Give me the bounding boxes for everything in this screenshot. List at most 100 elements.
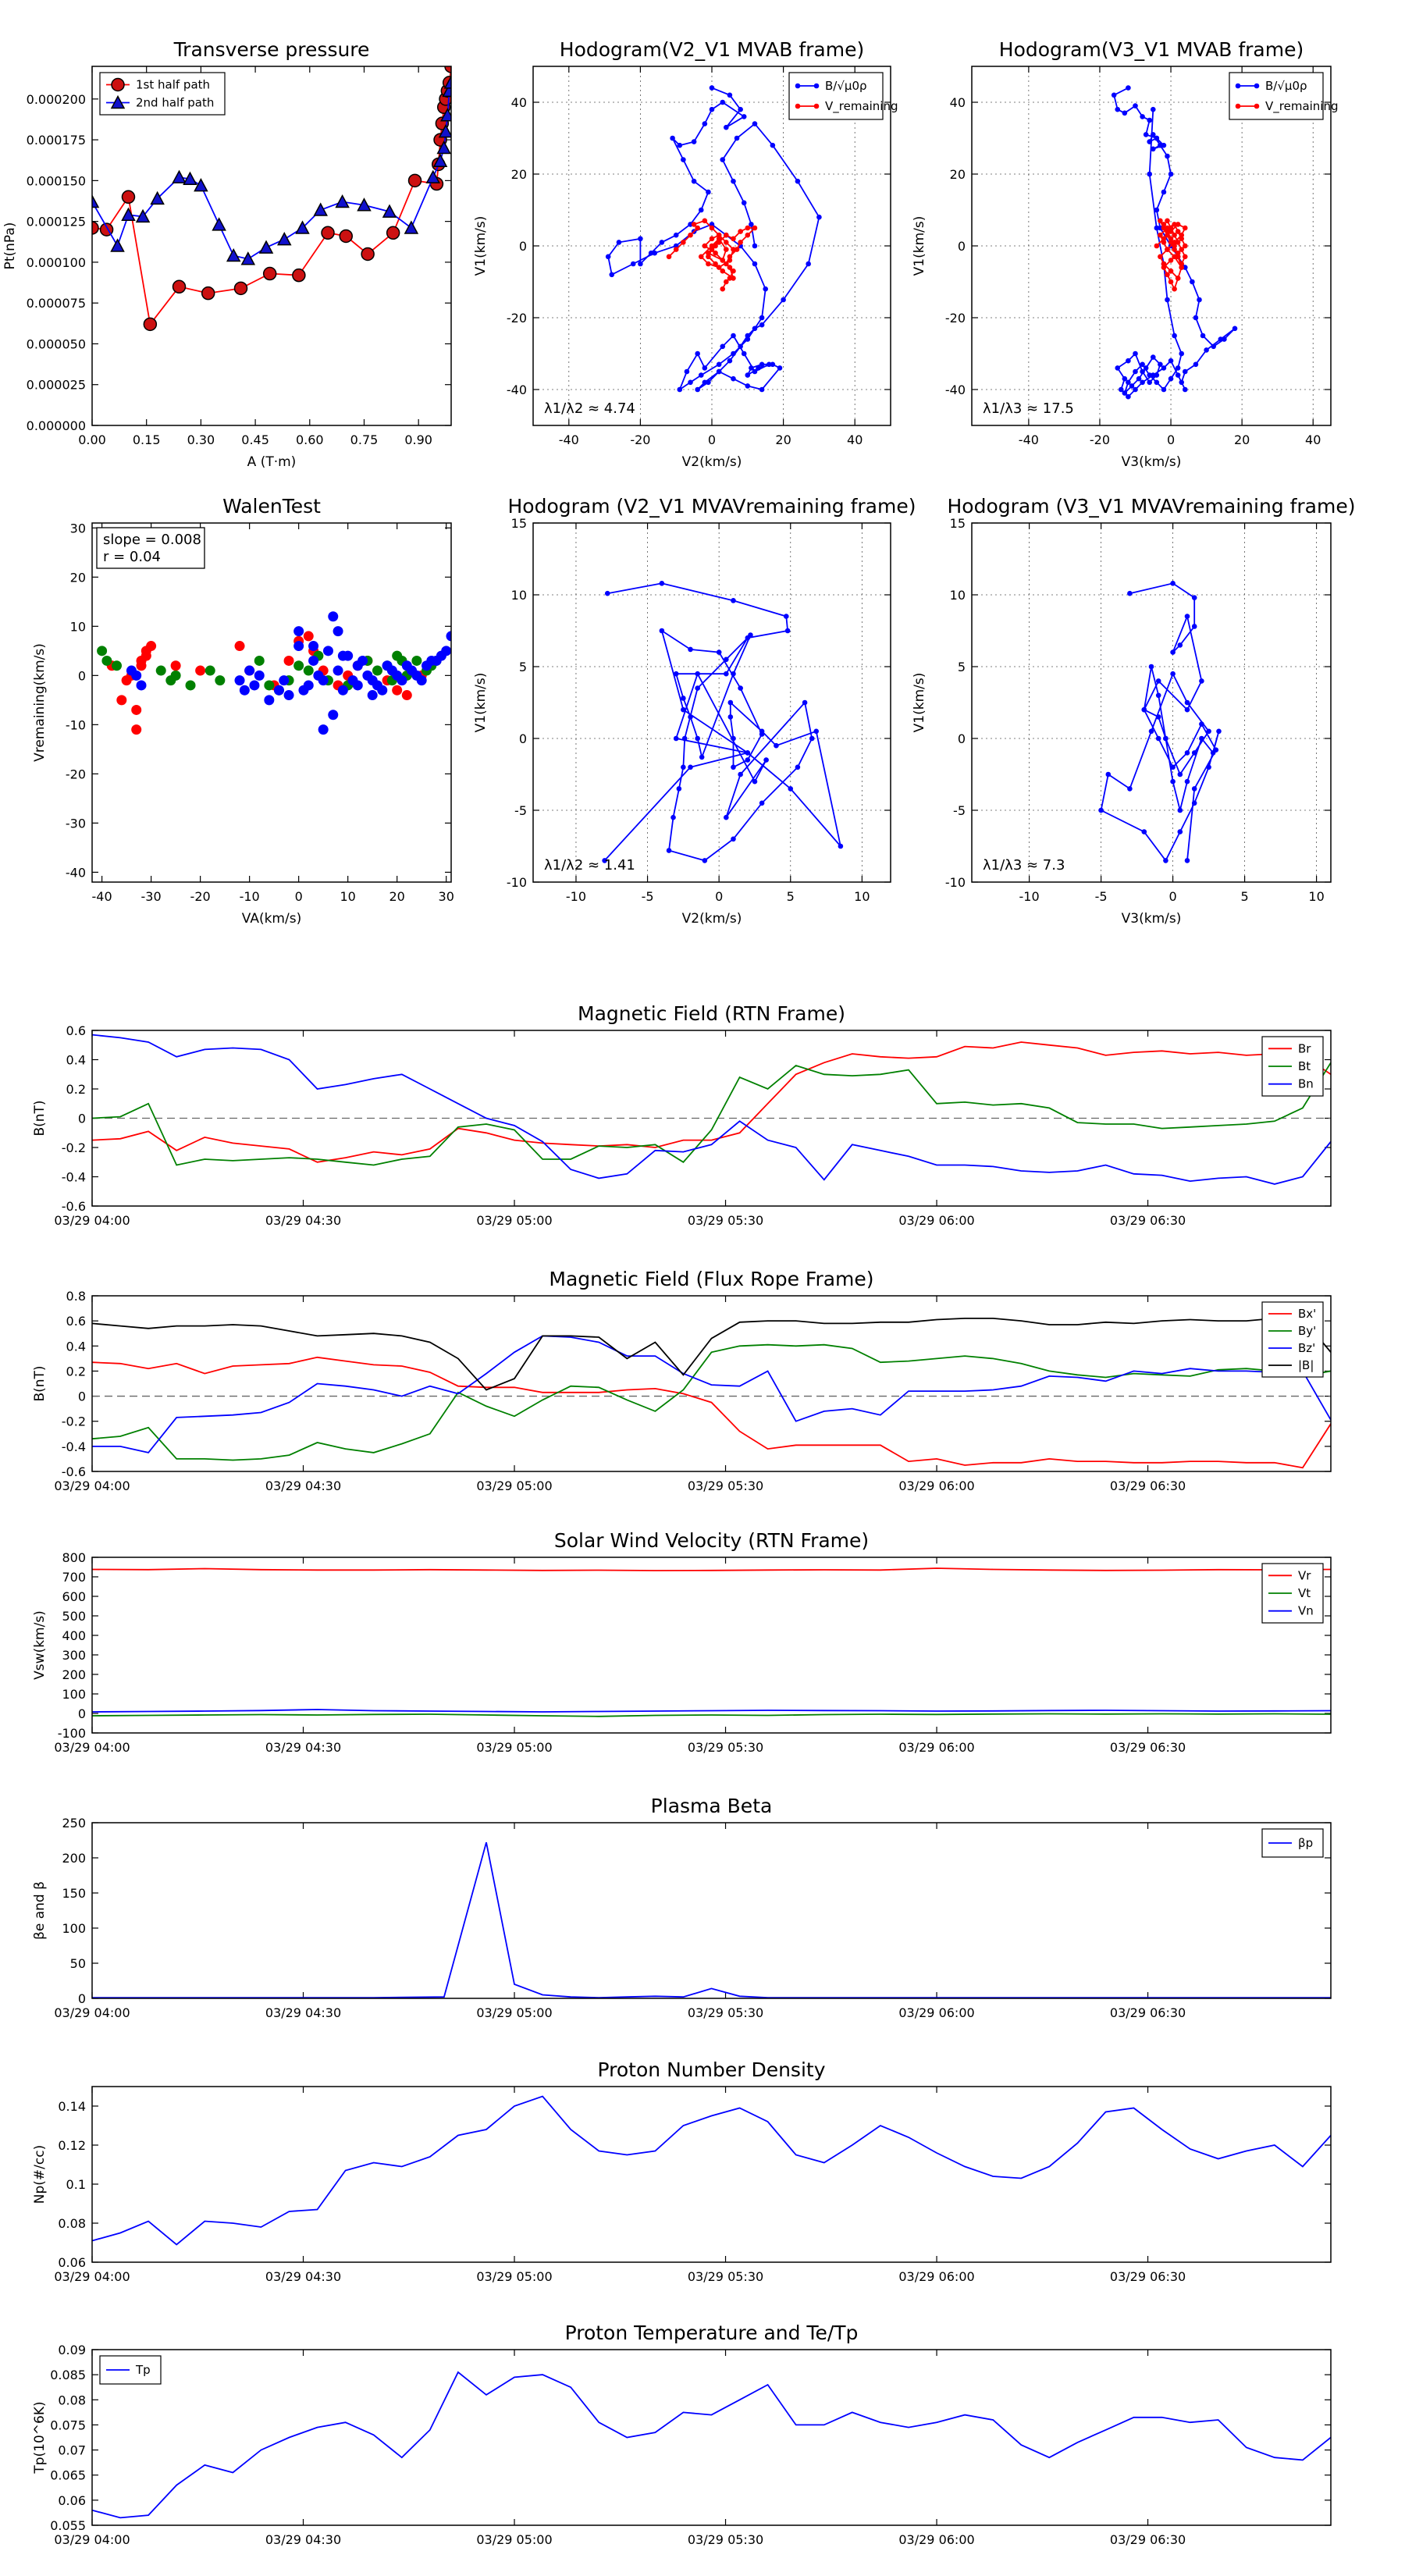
y-tick-label: 0 [78, 1991, 86, 2006]
data-point [240, 251, 256, 265]
data-point [727, 358, 733, 364]
data-point [328, 611, 339, 622]
data-point [738, 240, 743, 245]
y-tick-label: 0.1 [66, 2177, 86, 2192]
plot-frame [532, 66, 891, 426]
data-point [1163, 858, 1168, 863]
y-tick-label: 15 [950, 516, 966, 531]
data-point [806, 261, 811, 267]
data-point [763, 757, 769, 763]
x-tick-label: 03/29 05:00 [476, 2269, 552, 2284]
series-line [92, 2095, 1331, 2246]
data-point [1177, 642, 1183, 648]
chart-title: Plasma Beta [651, 1795, 773, 1817]
x-tick-label: 03/29 04:00 [54, 1740, 130, 1755]
x-axis-label: V2(km/s) [682, 454, 742, 470]
data-point [1127, 590, 1133, 596]
data-point [1213, 747, 1219, 753]
data-point [724, 124, 729, 130]
data-point [638, 261, 643, 267]
annotation: λ1/λ3 ≈ 7.3 [983, 857, 1065, 873]
plot-area [92, 1034, 1331, 1185]
data-point [1184, 778, 1190, 785]
data-point [684, 368, 690, 375]
x-tick-label: 10 [340, 889, 355, 904]
data-point [1150, 354, 1156, 360]
y-tick-label: 0.000000 [27, 418, 86, 433]
data-point [695, 225, 700, 231]
data-point [337, 685, 348, 696]
data-point [688, 646, 693, 653]
y-tick-label: 10 [511, 588, 527, 603]
x-tick-label: 0.90 [404, 432, 432, 447]
x-tick-label: 0.00 [78, 432, 106, 447]
data-point [140, 650, 151, 661]
data-point [205, 665, 215, 676]
x-tick-label: 0.30 [187, 432, 215, 447]
data-point [1140, 368, 1145, 375]
data-point [293, 641, 304, 652]
y-tick-label: 0 [78, 1706, 86, 1721]
y-tick-label: 150 [62, 1886, 86, 1901]
data-point [1115, 365, 1121, 371]
data-point [713, 243, 718, 249]
data-point [1191, 624, 1197, 629]
y-tick-label: -0.6 [62, 1199, 86, 1214]
data-point [444, 66, 451, 73]
x-tick-label: 03/29 06:30 [1110, 1740, 1186, 1755]
chart-title: Hodogram(V3_V1 MVAB frame) [999, 38, 1304, 61]
data-point [1168, 225, 1174, 231]
chart-title: Hodogram (V3_V1 MVAVremaining frame) [948, 495, 1356, 518]
y-tick-label: -10 [945, 875, 966, 890]
y-axis-label: Tp(10^6K) [32, 2401, 48, 2474]
data-point [110, 238, 125, 252]
x-tick-label: 03/29 05:30 [688, 1213, 763, 1228]
data-point [1184, 699, 1190, 706]
data-point [264, 680, 275, 691]
data-point [1165, 229, 1170, 234]
data-point [293, 660, 304, 671]
data-point [404, 220, 419, 234]
y-axis-label: Vsw(km/s) [32, 1610, 48, 1680]
data-point [745, 383, 751, 389]
x-tick-label: 03/29 05:30 [688, 2532, 763, 2547]
data-point [1191, 786, 1197, 792]
data-point [702, 858, 708, 863]
legend-label: V_remaining [825, 99, 898, 114]
data-point [131, 670, 142, 681]
x-tick-label: 03/29 04:00 [54, 2269, 130, 2284]
data-point [1165, 225, 1170, 231]
chart-title: Proton Temperature and Te/Tp [565, 2322, 859, 2344]
legend-label: Vt [1298, 1586, 1311, 1600]
legend-marker [1235, 103, 1241, 109]
data-point [1126, 393, 1131, 400]
y-axis-label: βe and β [32, 1881, 48, 1940]
data-point [1161, 240, 1167, 245]
data-point [313, 202, 328, 216]
data-point [1154, 243, 1160, 249]
data-point [1179, 261, 1185, 267]
y-tick-label: 15 [511, 516, 527, 531]
data-point [770, 361, 776, 368]
data-point [724, 232, 729, 238]
x-tick-label: 03/29 04:30 [265, 1740, 341, 1755]
data-point [1136, 375, 1142, 382]
data-point [352, 660, 363, 671]
data-point [254, 655, 265, 666]
data-point [170, 670, 181, 681]
chart-magnetic-field-flux-rope: Magnetic Field (Flux Rope Frame) -0.6 -0.4… [32, 1268, 1332, 1493]
y-tick-label: -20 [507, 311, 527, 326]
data-point [1122, 110, 1128, 116]
data-point [249, 680, 260, 691]
x-tick-label: 03/29 04:00 [54, 1478, 130, 1493]
data-point [121, 207, 136, 222]
chart-hodogram-v3-v1-mvab: Hodogram(V3_V1 MVAB frame) -40 -20 0 20 40 -40… [912, 38, 1339, 470]
data-point [759, 800, 765, 806]
data-point [673, 247, 679, 252]
data-point [1154, 379, 1160, 386]
data-point [1140, 379, 1145, 386]
data-point [150, 190, 165, 205]
y-tick-label: -20 [945, 311, 966, 326]
data-point [92, 221, 99, 235]
data-point [673, 735, 679, 742]
